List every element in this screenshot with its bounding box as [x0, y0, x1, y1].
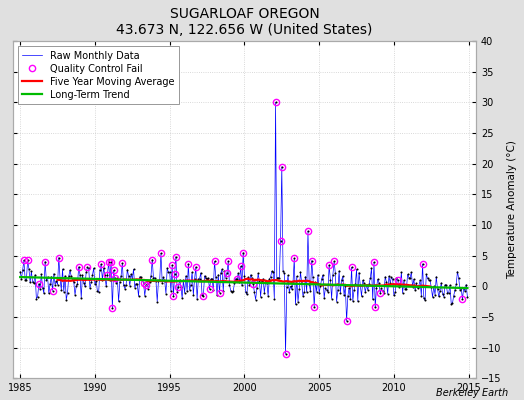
Long-Term Trend [439, 285, 445, 290]
Long-Term Trend [150, 278, 157, 283]
Long-Term Trend [173, 278, 179, 283]
Long-Term Trend [17, 275, 24, 280]
Quality Control Fail [169, 263, 176, 268]
Raw Monthly Data [72, 292, 78, 297]
Raw Monthly Data [282, 351, 289, 356]
Five Year Moving Average [277, 278, 283, 283]
Line: Long-Term Trend: Long-Term Trend [20, 277, 467, 288]
Five Year Moving Average [54, 277, 61, 282]
Five Year Moving Average [394, 282, 400, 287]
Raw Monthly Data [213, 274, 219, 279]
Quality Control Fail [111, 268, 117, 273]
Legend: Raw Monthly Data, Quality Control Fail, Five Year Moving Average, Long-Term Tren: Raw Monthly Data, Quality Control Fail, … [18, 46, 179, 104]
Five Year Moving Average [276, 278, 282, 283]
Raw Monthly Data [150, 276, 157, 281]
Five Year Moving Average [283, 279, 290, 284]
Quality Control Fail [21, 258, 27, 263]
Raw Monthly Data [272, 100, 279, 105]
Quality Control Fail [419, 262, 425, 266]
Long-Term Trend [165, 278, 171, 283]
Five Year Moving Average [56, 278, 62, 282]
Quality Control Fail [372, 305, 378, 310]
Long-Term Trend [464, 286, 471, 290]
Raw Monthly Data [173, 254, 179, 259]
Five Year Moving Average [245, 276, 252, 281]
Raw Monthly Data [17, 269, 24, 274]
Line: Raw Monthly Data: Raw Monthly Data [20, 102, 467, 354]
Quality Control Fail [75, 264, 82, 269]
Long-Term Trend [213, 280, 219, 284]
Text: Berkeley Earth: Berkeley Earth [436, 388, 508, 398]
Quality Control Fail [460, 297, 466, 302]
Quality Control Fail [272, 100, 279, 105]
Quality Control Fail [282, 351, 289, 356]
Long-Term Trend [72, 276, 78, 281]
Raw Monthly Data [165, 270, 171, 275]
Five Year Moving Average [427, 284, 433, 289]
Raw Monthly Data [464, 295, 471, 300]
Line: Quality Control Fail: Quality Control Fail [21, 99, 465, 357]
Raw Monthly Data [442, 282, 448, 287]
Title: SUGARLOAF OREGON
43.673 N, 122.656 W (United States): SUGARLOAF OREGON 43.673 N, 122.656 W (Un… [116, 7, 373, 37]
Five Year Moving Average [369, 283, 376, 288]
Line: Five Year Moving Average: Five Year Moving Average [58, 279, 430, 286]
Quality Control Fail [105, 260, 112, 265]
Y-axis label: Temperature Anomaly (°C): Temperature Anomaly (°C) [507, 140, 517, 279]
